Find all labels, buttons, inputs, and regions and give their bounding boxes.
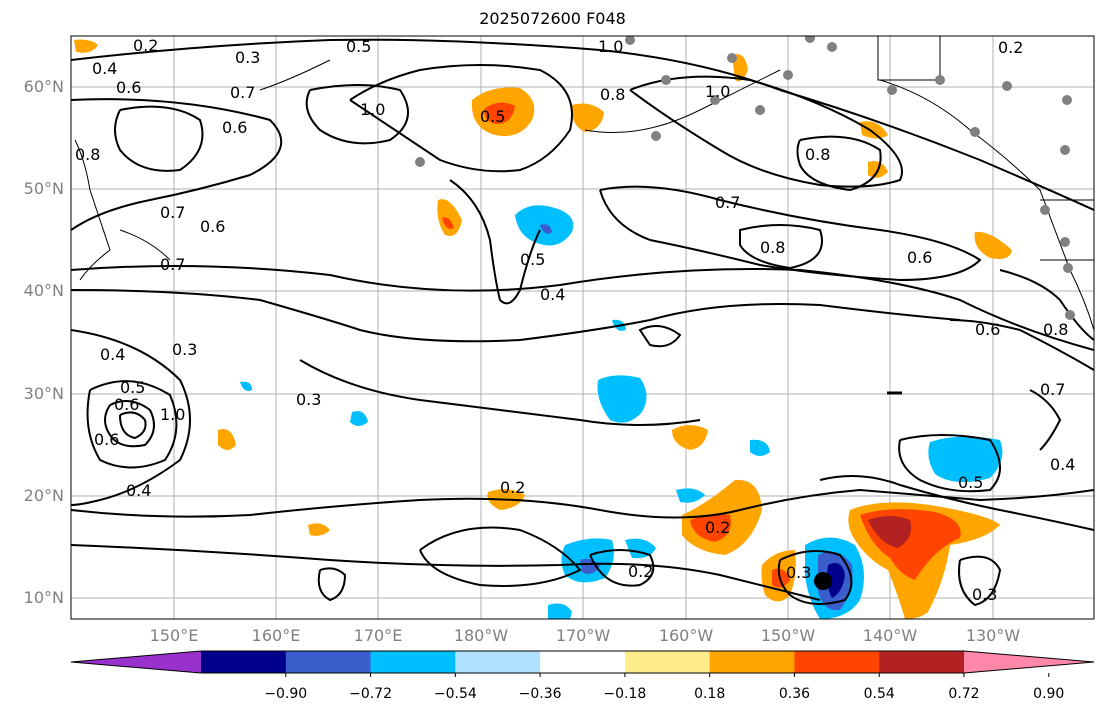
contour-label: 0.4 bbox=[92, 59, 117, 78]
colorbar-tick-label: −0.54 bbox=[433, 686, 477, 702]
contour-label: 0.3 bbox=[296, 390, 321, 409]
contour-label: 0.6 bbox=[222, 118, 247, 137]
contour-label: 0.3 bbox=[172, 340, 197, 359]
contour-label: 1.0 bbox=[705, 82, 730, 101]
colorbar-segment bbox=[879, 651, 965, 673]
contour-label: 0.4 bbox=[100, 345, 125, 364]
colorbar-segment bbox=[540, 651, 626, 673]
colorbar-segment bbox=[201, 651, 287, 673]
contour-label: 0.2 bbox=[705, 518, 730, 537]
contour-label: 0.4 bbox=[540, 285, 565, 304]
storm-center-marker bbox=[814, 572, 832, 590]
lat-label-20n: 20°N bbox=[23, 486, 64, 505]
colorbar-segment bbox=[455, 651, 541, 673]
contour-label: 0.6 bbox=[94, 430, 119, 449]
colorbar bbox=[70, 650, 1095, 677]
colorbar-tick-label: 0.72 bbox=[948, 686, 980, 702]
colorbar-segment bbox=[794, 651, 880, 673]
contour-label: 0.4 bbox=[126, 481, 151, 500]
lon-label-130w: 130°W bbox=[965, 626, 1021, 645]
colorbar-extend-low bbox=[71, 651, 201, 673]
coastlines bbox=[74, 36, 1094, 331]
contour-label: 0.3 bbox=[786, 563, 811, 582]
lon-label-180w: 180°W bbox=[453, 626, 509, 645]
colorbar-tick-label: 0.90 bbox=[1033, 686, 1065, 702]
contour-label: 0.5 bbox=[958, 473, 983, 492]
colorbar-tick-label: 0.36 bbox=[778, 686, 811, 702]
contour-label: 0.6 bbox=[116, 78, 141, 97]
colorbar-segment bbox=[370, 651, 456, 673]
map-title: 2025072600 F048 bbox=[479, 9, 626, 28]
lat-label-10n: 10°N bbox=[23, 588, 64, 607]
colorbar-segment bbox=[624, 651, 711, 673]
contour-label: 0.8 bbox=[760, 238, 785, 257]
lat-label-60n: 60°N bbox=[23, 77, 64, 96]
contour-label: 0.5 bbox=[120, 378, 145, 397]
contour-label: 0.5 bbox=[520, 250, 545, 269]
contour-label: 0.7 bbox=[1040, 380, 1065, 399]
contour-label: 0.7 bbox=[160, 255, 185, 274]
lat-label-40n: 40°N bbox=[23, 281, 64, 300]
contour-label: 0.6 bbox=[907, 248, 932, 267]
contour-label: 0.8 bbox=[600, 85, 625, 104]
lon-label-160e: 160°E bbox=[251, 626, 301, 645]
map-frame bbox=[70, 35, 1095, 620]
lon-label-140w: 140°W bbox=[862, 626, 918, 645]
contour-label: 1.0 bbox=[160, 405, 185, 424]
colorbar-segment bbox=[709, 651, 795, 673]
contour-label: 1.0 bbox=[360, 100, 385, 119]
contour-lines bbox=[71, 38, 1094, 607]
colorbar-segment bbox=[285, 651, 372, 673]
contour-label: 0.3 bbox=[972, 585, 997, 604]
contour-label: 0.8 bbox=[805, 145, 830, 164]
colorbar-tick-label: 0.54 bbox=[863, 686, 895, 702]
contour-label: 0.8 bbox=[1043, 320, 1068, 339]
lon-label-150e: 150°E bbox=[149, 626, 199, 645]
colorbar-tick-label: −0.90 bbox=[264, 686, 308, 702]
contour-labels: 0.2 0.3 0.5 0.4 0.6 0.7 1.0 0.6 0.5 1.0 … bbox=[75, 36, 1075, 604]
contour-label: 0.2 bbox=[628, 562, 653, 581]
contour-label: 0.6 bbox=[114, 395, 139, 414]
lon-label-170w: 170°W bbox=[555, 626, 611, 645]
contour-label: 0.4 bbox=[1050, 455, 1075, 474]
lat-label-30n: 30°N bbox=[23, 384, 64, 403]
shaded-field bbox=[74, 39, 1012, 619]
contour-label: 1.0 bbox=[598, 37, 623, 56]
contour-label: 0.5 bbox=[346, 37, 371, 56]
contour-label: 0.7 bbox=[230, 83, 255, 102]
colorbar-tick-label: 0.18 bbox=[694, 686, 726, 702]
contour-label: 0.2 bbox=[500, 478, 525, 497]
contour-label: 0.6 bbox=[975, 320, 1000, 339]
colorbar-extend-high bbox=[964, 651, 1094, 673]
lon-label-160w: 160°W bbox=[658, 626, 714, 645]
lon-label-150w: 150°W bbox=[760, 626, 816, 645]
contour-label: 0.7 bbox=[715, 193, 740, 212]
contour-label: 0.5 bbox=[480, 107, 505, 126]
contour-label: 0.2 bbox=[998, 38, 1023, 57]
colorbar-tick-label: −0.72 bbox=[349, 686, 392, 702]
contour-label: 0.6 bbox=[200, 217, 225, 236]
colorbar-tick-label: −0.18 bbox=[603, 686, 647, 702]
gridlines bbox=[71, 36, 1094, 619]
lon-label-170e: 170°E bbox=[353, 626, 403, 645]
contour-label: 0.2 bbox=[133, 36, 158, 55]
contour-label: 0.7 bbox=[160, 203, 185, 222]
lat-label-50n: 50°N bbox=[23, 179, 64, 198]
colorbar-tick-label: −0.36 bbox=[518, 686, 562, 702]
contour-label: 0.8 bbox=[75, 145, 100, 164]
colorbar-outline bbox=[70, 650, 1095, 674]
station-markers bbox=[415, 36, 1075, 320]
contour-label: 0.3 bbox=[235, 48, 260, 67]
